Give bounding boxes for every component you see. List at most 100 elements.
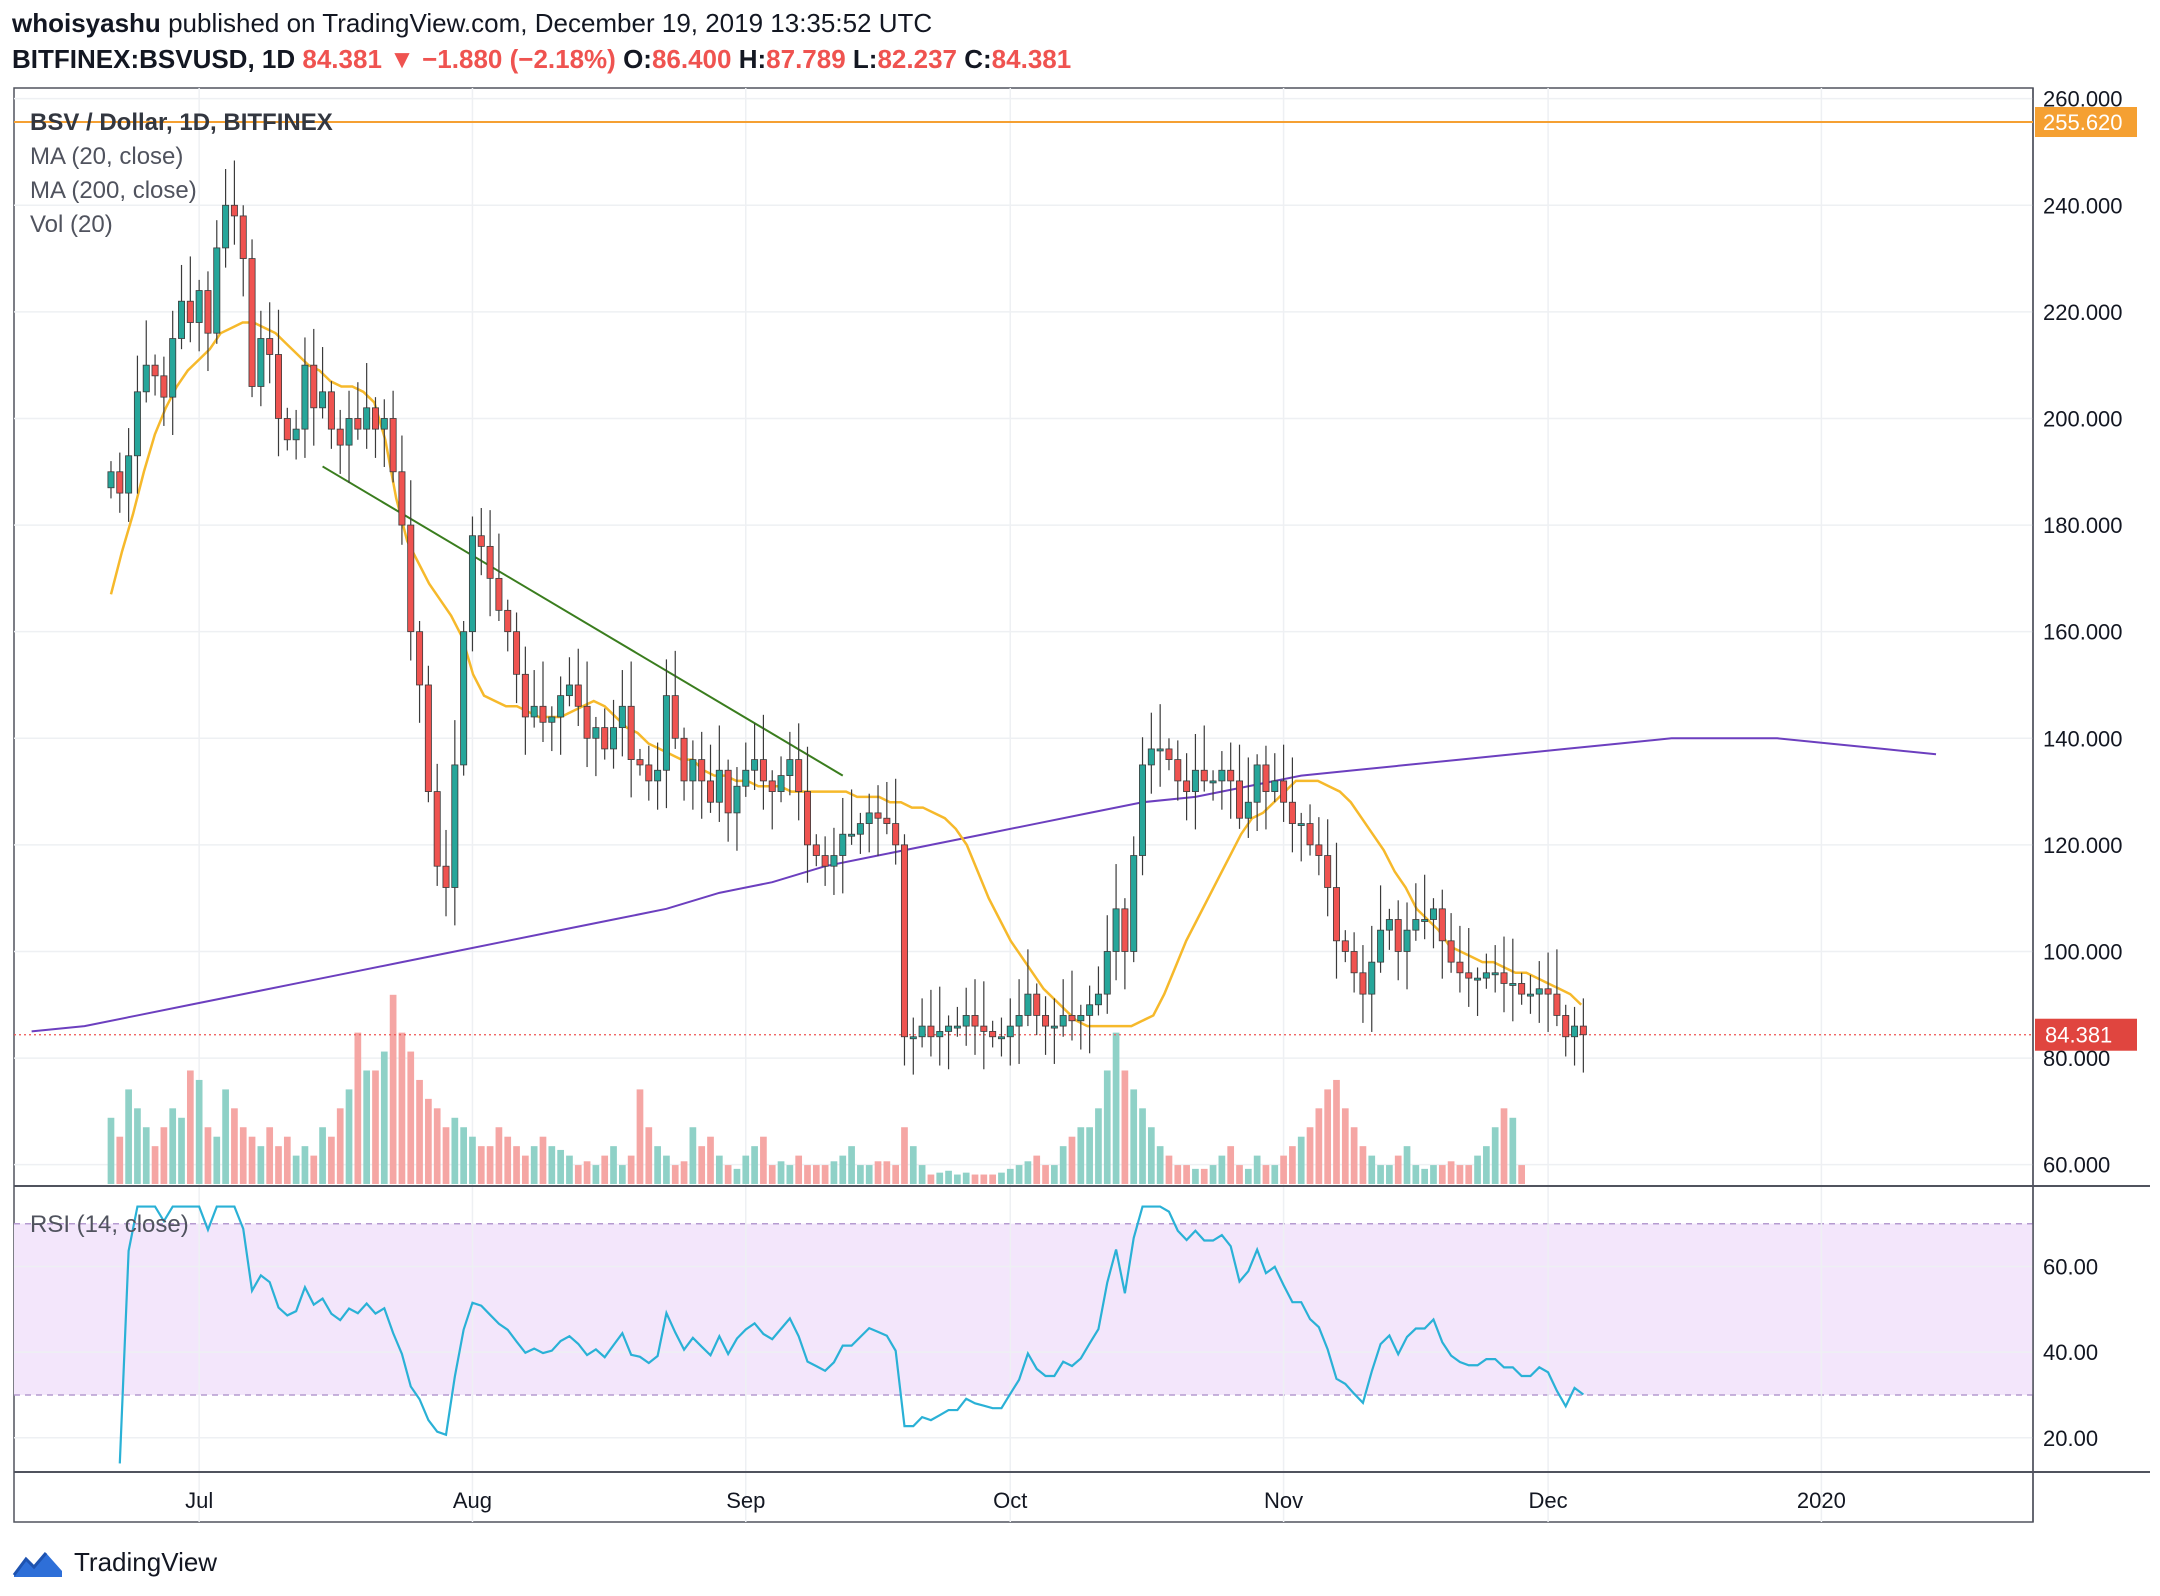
candle-body: [275, 354, 282, 419]
close-value: 84.381: [991, 44, 1072, 74]
volume-bar: [1262, 1165, 1270, 1184]
candle-body: [971, 1015, 979, 1027]
candle-body: [1139, 764, 1147, 856]
candle-body: [107, 471, 115, 489]
trend-line: [322, 465, 844, 777]
volume-bar: [142, 1127, 150, 1184]
candle-body: [733, 785, 741, 814]
volume-bar: [715, 1155, 723, 1184]
candle-body: [1385, 919, 1393, 931]
candle-body: [1209, 780, 1217, 784]
candle-body: [1491, 972, 1499, 976]
candle-body: [856, 823, 864, 835]
volume-bar: [336, 1108, 344, 1184]
candle-body: [539, 705, 547, 723]
candle-body: [1174, 759, 1182, 782]
volume-bar: [1156, 1146, 1164, 1184]
candle-body: [909, 1036, 917, 1040]
volume-bar: [680, 1161, 688, 1184]
candle-body: [283, 418, 291, 441]
footer-brand[interactable]: TradingView: [12, 1545, 217, 1579]
volume-bar: [610, 1146, 617, 1184]
ohlc-line: BITFINEX:BSVUSD, 1D 84.381 ▼ −1.880 (−2.…: [12, 44, 1071, 75]
candle-body: [759, 759, 767, 782]
volume-bar: [1297, 1136, 1305, 1184]
candle-body: [645, 764, 653, 782]
y-tick-label: 140.000: [2043, 726, 2123, 751]
volume-bar: [821, 1165, 829, 1184]
username[interactable]: whoisyashu: [12, 8, 161, 38]
volume-bar: [319, 1127, 326, 1184]
volume-bar: [698, 1146, 706, 1184]
candle-body: [1535, 988, 1543, 995]
candle-body: [1059, 1015, 1067, 1027]
volume-bar: [178, 1117, 185, 1184]
candle-body: [424, 684, 432, 792]
candle-body: [945, 1025, 953, 1032]
volume-bar: [663, 1155, 670, 1184]
volume-bar: [380, 1051, 388, 1184]
volume-bar: [839, 1155, 847, 1184]
candle-body: [266, 338, 274, 355]
candle-body: [1421, 919, 1429, 922]
candle-body: [662, 695, 670, 771]
volume-bar: [433, 1108, 441, 1184]
volume-bar: [989, 1174, 996, 1184]
rsi-legend: RSI (14, close): [30, 1211, 189, 1238]
rsi-tick-label: 40.00: [2043, 1340, 2098, 1365]
volume-bar: [1130, 1089, 1138, 1184]
candle-body: [953, 1025, 961, 1029]
volume-bar: [768, 1165, 776, 1184]
volume-bar: [310, 1155, 318, 1184]
candle-body: [416, 631, 424, 686]
legend-entry: MA (20, close): [30, 143, 183, 170]
open-value: 86.400: [651, 44, 732, 74]
volume-bar: [1430, 1165, 1437, 1184]
legend-entry: BSV / Dollar, 1D, BITFINEX: [30, 109, 333, 136]
candle-body: [169, 338, 177, 398]
candle-body: [336, 428, 344, 446]
volume-bar: [1359, 1146, 1367, 1184]
volume-bar: [1033, 1155, 1041, 1184]
volume-bar: [451, 1117, 459, 1184]
volume-bar: [1165, 1155, 1173, 1184]
level-badge: [2035, 107, 2137, 138]
volume-bar: [883, 1161, 891, 1184]
rsi-tick-label: 20.00: [2043, 1426, 2098, 1451]
volume-bar: [257, 1146, 265, 1184]
volume-bar: [1086, 1127, 1093, 1184]
y-tick-label: 200.000: [2043, 406, 2123, 431]
candle-body: [848, 833, 856, 837]
volume-bar: [363, 1070, 371, 1184]
candle-body: [398, 471, 406, 526]
symbol-label: BITFINEX:BSVUSD, 1D: [12, 44, 296, 74]
candle-body: [1121, 908, 1129, 952]
volume-bar: [107, 1117, 115, 1184]
candle-body: [786, 759, 794, 776]
volume-bar: [618, 1165, 626, 1184]
volume-bar: [204, 1127, 212, 1184]
candle-body: [213, 247, 221, 334]
candle-body: [839, 833, 847, 856]
price-chart[interactable]: Jul Aug Sep Oct Nov Dec 202060.00080.000100.00…: [0, 0, 2160, 1540]
volume-bar: [892, 1165, 900, 1184]
candle-body: [874, 812, 882, 819]
candle-body: [1333, 887, 1340, 942]
volume-bar: [1324, 1089, 1332, 1184]
candle-body: [1456, 961, 1464, 974]
volume-bar: [248, 1136, 256, 1184]
volume-bar: [1289, 1146, 1296, 1184]
volume-bar: [1403, 1146, 1411, 1184]
volume-bar: [1200, 1168, 1208, 1184]
candle-body: [883, 817, 891, 824]
down-arrow-icon: ▼: [389, 44, 415, 74]
volume-bar: [980, 1174, 988, 1184]
volume-bar: [1271, 1165, 1279, 1184]
volume-bar: [1006, 1168, 1014, 1184]
volume-bar: [372, 1070, 379, 1184]
last-price: 84.381: [302, 44, 382, 74]
candle-body: [715, 769, 723, 803]
volume-bar: [1139, 1108, 1146, 1184]
volume-bar: [151, 1146, 159, 1184]
volume-bar: [901, 1127, 908, 1184]
